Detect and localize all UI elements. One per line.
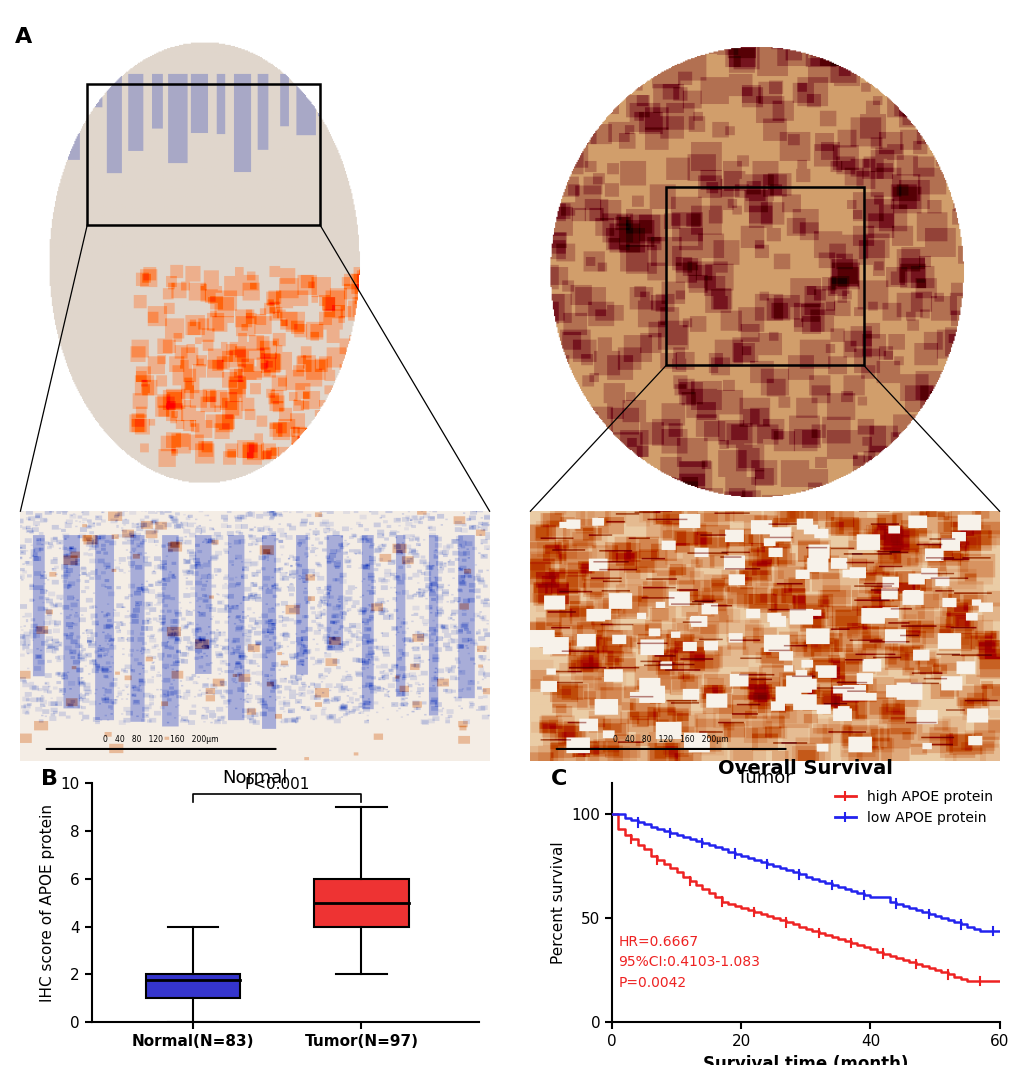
Text: HR=0.6667
95%CI:0.4103-1.083
P=0.0042: HR=0.6667 95%CI:0.4103-1.083 P=0.0042 [618,935,759,990]
Bar [665,187,863,365]
Text: 0   40   80   120   160   200μm: 0 40 80 120 160 200μm [612,735,729,744]
Title: Overall Survival: Overall Survival [717,759,893,779]
Legend: high APOE protein, low APOE protein: high APOE protein, low APOE protein [834,790,991,824]
Text: C: C [550,769,567,789]
Text: 0   40   80   120   160   200μm: 0 40 80 120 160 200μm [103,735,219,744]
Text: Tumor: Tumor [737,769,792,787]
X-axis label: Survival time (month): Survival time (month) [702,1054,908,1065]
Text: P<0.001: P<0.001 [245,777,310,792]
Y-axis label: IHC score of APOE protein: IHC score of APOE protein [40,804,55,1001]
Text: A: A [15,27,33,47]
Bar [146,974,239,999]
Text: Normal: Normal [222,769,287,787]
Bar [88,84,320,225]
Text: B: B [41,769,58,789]
Bar [314,879,409,927]
Y-axis label: Percent survival: Percent survival [550,841,566,964]
